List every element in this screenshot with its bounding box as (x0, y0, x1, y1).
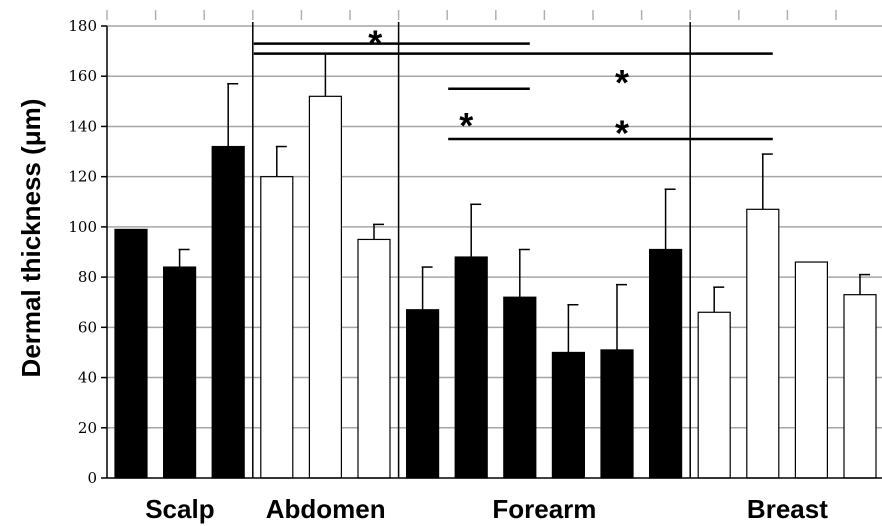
error-bar-8 (518, 248, 530, 298)
error-bar-9 (567, 303, 579, 353)
bar-3 (260, 176, 294, 479)
error-bar-5 (373, 223, 384, 240)
error-bar-7 (470, 203, 482, 258)
significance-star-0: * (368, 23, 382, 64)
error-bar-10 (616, 283, 627, 350)
y-tick-label-140: 140 (68, 117, 97, 135)
error-bar-1 (178, 248, 190, 268)
y-tick-label-0: 0 (87, 469, 97, 487)
bar-2 (211, 145, 245, 479)
bar-13 (746, 208, 780, 479)
bar-5 (357, 238, 391, 479)
y-tick-label-120: 120 (68, 168, 97, 186)
bar-10 (600, 349, 634, 479)
y-axis-label: Dermal thickness (μm) (16, 99, 46, 378)
y-tick-label-180: 180 (68, 17, 97, 35)
y-tick-label-20: 20 (78, 419, 97, 437)
bar-4 (308, 95, 342, 479)
bar-1 (163, 266, 197, 479)
significance-brackets: * * * * (253, 23, 773, 153)
error-bar-3 (275, 145, 287, 177)
significance-star-3: * (615, 112, 629, 153)
error-bar-15 (859, 273, 870, 295)
bar-9 (551, 351, 586, 479)
group-label-0: Scalp (145, 494, 214, 524)
significance-star-2: * (459, 105, 473, 146)
error-bar-12 (713, 286, 725, 313)
significance-star-1: * (615, 62, 629, 103)
top-tick-marks (106, 10, 837, 20)
group-label-3: Breast (747, 494, 828, 524)
error-bar-6 (421, 266, 433, 310)
error-bar-13 (761, 153, 773, 210)
bar-15 (843, 294, 877, 479)
bar-12 (697, 311, 731, 479)
group-label-2: Forearm (492, 494, 596, 524)
axes (101, 25, 882, 479)
error-bar-2 (227, 83, 239, 147)
y-tick-label-100: 100 (68, 218, 97, 236)
bar-14 (794, 261, 829, 479)
error-bars (178, 52, 870, 353)
y-tick-label-40: 40 (78, 369, 97, 387)
bar-8 (503, 296, 537, 479)
group-label-1: Abdomen (266, 494, 386, 524)
y-tick-label-60: 60 (78, 318, 97, 336)
group-separators (252, 22, 691, 478)
error-bar-4 (324, 52, 336, 97)
bar-11 (648, 248, 683, 479)
bar-7 (454, 256, 488, 479)
bars (114, 95, 877, 479)
labels: Dermal thickness (μm) 0 20 40 60 80 100 120 140… (16, 17, 828, 524)
y-tick-label-80: 80 (78, 268, 97, 286)
y-tick-label-160: 160 (68, 67, 97, 85)
error-bar-11 (664, 188, 676, 250)
bar-0 (114, 228, 148, 479)
bar-6 (406, 309, 440, 479)
